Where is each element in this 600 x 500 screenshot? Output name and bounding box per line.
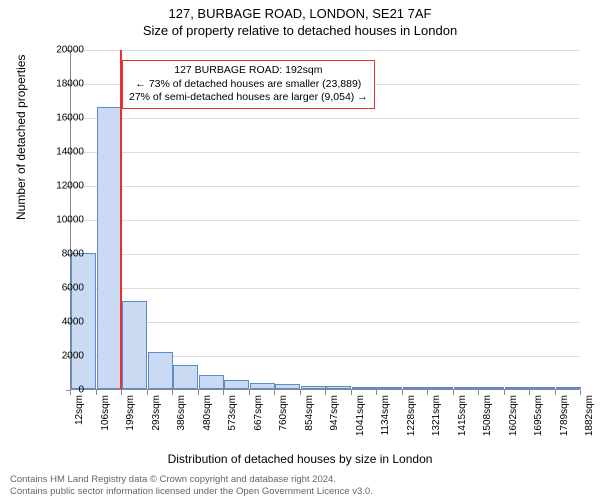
x-tick-label: 1882sqm	[584, 395, 595, 436]
x-tick-label: 1508sqm	[482, 395, 493, 436]
x-tick-mark	[274, 390, 275, 395]
histogram-bar	[352, 387, 377, 389]
x-tick-mark	[351, 390, 352, 395]
histogram-bar	[326, 386, 351, 389]
x-tick-mark	[580, 390, 581, 395]
y-tick-label: 16000	[44, 113, 84, 124]
x-tick-label: 947sqm	[329, 395, 340, 431]
x-tick-label: 480sqm	[202, 395, 213, 431]
x-tick-mark	[529, 390, 530, 395]
chart-area: 127 BURBAGE ROAD: 192sqm← 73% of detache…	[70, 50, 580, 420]
y-tick-label: 6000	[44, 283, 84, 294]
x-tick-mark	[172, 390, 173, 395]
annotation-box: 127 BURBAGE ROAD: 192sqm← 73% of detache…	[122, 60, 375, 109]
y-tick-label: 0	[44, 385, 84, 396]
plot-region: 127 BURBAGE ROAD: 192sqm← 73% of detache…	[70, 50, 580, 390]
annotation-line3: 27% of semi-detached houses are larger (…	[129, 91, 368, 105]
histogram-bar	[428, 387, 453, 389]
x-tick-mark	[300, 390, 301, 395]
x-tick-label: 1041sqm	[355, 395, 366, 436]
x-tick-label: 1134sqm	[380, 395, 391, 435]
histogram-bar	[377, 387, 402, 389]
x-tick-mark	[147, 390, 148, 395]
x-tick-mark	[325, 390, 326, 395]
x-tick-label: 760sqm	[278, 395, 289, 431]
y-axis-label: Number of detached properties	[14, 55, 28, 220]
y-tick-label: 14000	[44, 147, 84, 158]
x-tick-label: 573sqm	[227, 395, 238, 431]
histogram-bar	[505, 387, 530, 389]
histogram-bar	[275, 384, 300, 389]
x-tick-mark	[96, 390, 97, 395]
gridline	[71, 220, 580, 221]
x-tick-label: 12sqm	[74, 395, 85, 425]
x-tick-mark	[121, 390, 122, 395]
gridline	[71, 322, 580, 323]
histogram-bar	[148, 352, 173, 389]
gridline	[71, 288, 580, 289]
x-tick-label: 854sqm	[304, 395, 315, 431]
x-tick-label: 1789sqm	[559, 395, 570, 436]
histogram-bar	[556, 387, 581, 389]
x-tick-label: 1228sqm	[406, 395, 417, 436]
histogram-bar	[250, 383, 275, 389]
gridline	[71, 254, 580, 255]
histogram-bar	[97, 107, 122, 389]
x-tick-mark	[478, 390, 479, 395]
histogram-bar	[301, 386, 326, 389]
gridline	[71, 186, 580, 187]
annotation-line1: 127 BURBAGE ROAD: 192sqm	[129, 64, 368, 78]
title-line-2: Size of property relative to detached ho…	[0, 21, 600, 38]
y-tick-label: 2000	[44, 351, 84, 362]
gridline	[71, 152, 580, 153]
gridline	[71, 50, 580, 51]
chart-container: 127, BURBAGE ROAD, LONDON, SE21 7AF Size…	[0, 0, 600, 500]
annotation-line2: ← 73% of detached houses are smaller (23…	[129, 78, 368, 92]
x-tick-label: 293sqm	[151, 395, 162, 431]
x-tick-label: 386sqm	[176, 395, 187, 431]
x-tick-mark	[555, 390, 556, 395]
x-tick-label: 1695sqm	[533, 395, 544, 436]
histogram-bar	[403, 387, 428, 389]
x-tick-label: 1415sqm	[457, 395, 468, 436]
y-tick-label: 8000	[44, 249, 84, 260]
footer-line-2: Contains public sector information licen…	[10, 486, 590, 498]
x-tick-label: 1321sqm	[431, 395, 442, 436]
x-tick-mark	[402, 390, 403, 395]
histogram-bar	[479, 387, 504, 389]
histogram-bar	[530, 387, 555, 389]
x-tick-mark	[504, 390, 505, 395]
histogram-bar	[122, 301, 147, 389]
y-tick-label: 18000	[44, 79, 84, 90]
x-tick-label: 199sqm	[125, 395, 136, 431]
histogram-bar	[454, 387, 479, 389]
histogram-bar	[224, 380, 249, 389]
x-tick-label: 667sqm	[253, 395, 264, 431]
x-tick-label: 1602sqm	[508, 395, 519, 436]
footer-line-1: Contains HM Land Registry data © Crown c…	[10, 474, 590, 486]
x-tick-mark	[223, 390, 224, 395]
x-tick-mark	[198, 390, 199, 395]
x-tick-mark	[376, 390, 377, 395]
x-axis-label: Distribution of detached houses by size …	[0, 452, 600, 466]
gridline	[71, 118, 580, 119]
x-tick-mark	[453, 390, 454, 395]
y-tick-label: 20000	[44, 45, 84, 56]
title-line-1: 127, BURBAGE ROAD, LONDON, SE21 7AF	[0, 0, 600, 21]
y-tick-label: 10000	[44, 215, 84, 226]
x-tick-mark	[427, 390, 428, 395]
y-tick-label: 12000	[44, 181, 84, 192]
x-tick-mark	[249, 390, 250, 395]
x-tick-label: 106sqm	[100, 395, 111, 431]
y-tick-label: 4000	[44, 317, 84, 328]
histogram-bar	[173, 365, 198, 389]
histogram-bar	[199, 375, 224, 389]
